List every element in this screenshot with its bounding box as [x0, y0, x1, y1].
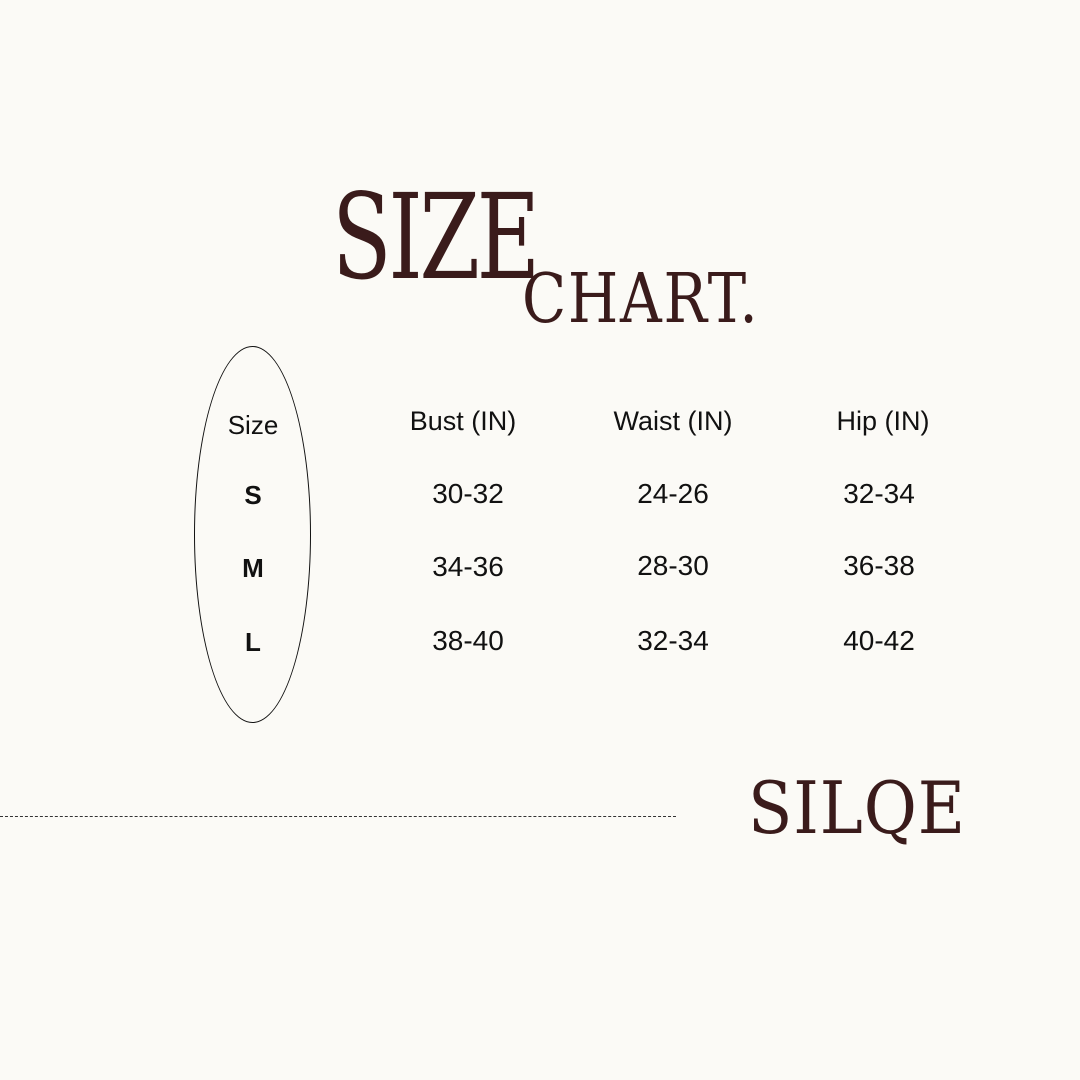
title-size: SIZE: [332, 168, 540, 306]
hip-header: Hip (IN): [836, 406, 930, 436]
table-cell: 24-26: [637, 478, 709, 509]
table-cell: 34-36: [432, 551, 504, 582]
title-chart: CHART.: [522, 260, 760, 339]
waist-header: Waist (IN): [613, 406, 733, 436]
dashed-divider: [0, 816, 676, 817]
size-column-oval: [194, 346, 311, 723]
table-cell: 32-34: [843, 478, 915, 509]
table-cell: 40-42: [843, 625, 915, 656]
size-m: M: [242, 553, 264, 583]
table-cell: 30-32: [432, 478, 504, 509]
size-s: S: [244, 480, 262, 510]
bust-header: Bust (IN): [409, 406, 517, 436]
size-header: Size: [227, 410, 279, 440]
table-cell: 32-34: [637, 625, 709, 656]
table-cell: 28-30: [637, 550, 709, 581]
brand-logo: SILQE: [748, 766, 966, 850]
table-cell: 36-38: [843, 550, 915, 581]
size-l: L: [245, 627, 261, 657]
table-cell: 38-40: [432, 625, 504, 656]
